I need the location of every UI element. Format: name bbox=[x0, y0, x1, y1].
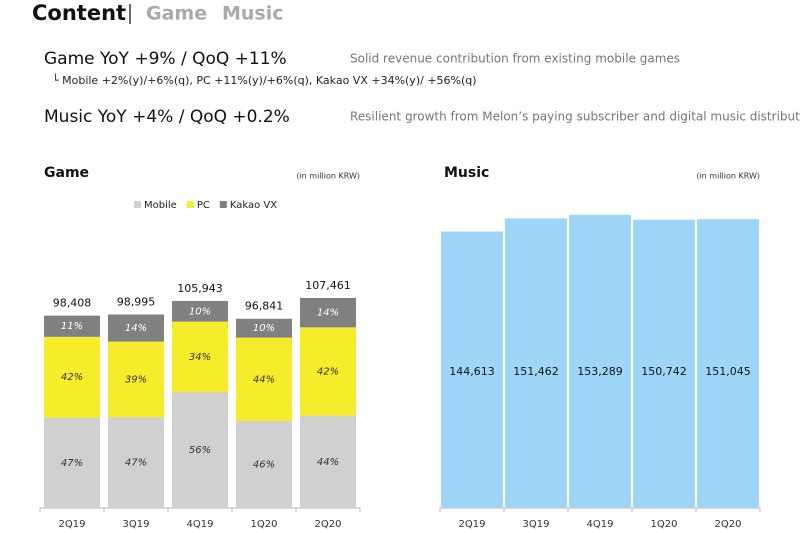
bar-segment bbox=[108, 341, 164, 418]
value-label: 151,462 bbox=[513, 365, 559, 378]
segment-label: 14% bbox=[317, 308, 339, 319]
bar-segment bbox=[300, 327, 356, 416]
value-label: 144,613 bbox=[449, 365, 495, 378]
bar-segment bbox=[108, 417, 164, 508]
description: Solid revenue contribution from existing… bbox=[350, 52, 680, 66]
bar-segment bbox=[300, 297, 356, 328]
tab-content: Content bbox=[32, 1, 126, 25]
x-tick-label: 3Q19 bbox=[123, 519, 150, 530]
value-label: 151,045 bbox=[705, 365, 751, 378]
segment-label: 46% bbox=[253, 459, 275, 470]
total-label: 98,995 bbox=[117, 296, 156, 309]
x-tick-label: 1Q20 bbox=[651, 519, 678, 530]
total-label: 105,943 bbox=[177, 282, 223, 295]
x-tick-label: 2Q20 bbox=[715, 519, 742, 530]
x-tick-label: 3Q19 bbox=[523, 519, 550, 530]
segment-label: 10% bbox=[253, 323, 275, 334]
bar-segment bbox=[172, 321, 228, 393]
bar-segment bbox=[236, 318, 292, 338]
headline: Music YoY +4% / QoQ +0.2% bbox=[44, 107, 290, 127]
bar bbox=[441, 231, 503, 508]
segment-label: 39% bbox=[125, 374, 147, 385]
segment-label: 56% bbox=[189, 445, 211, 456]
headline: Game YoY +9% / QoQ +11% bbox=[44, 49, 287, 69]
value-label: 150,742 bbox=[641, 365, 687, 378]
unit-label: (in million KRW) bbox=[696, 172, 760, 181]
legend-swatch bbox=[186, 201, 194, 208]
segment-label: 14% bbox=[125, 323, 147, 334]
legend-label: Mobile bbox=[144, 200, 177, 211]
bar-segment bbox=[108, 314, 164, 342]
bar-segment bbox=[300, 415, 356, 508]
total-label: 98,408 bbox=[53, 297, 92, 310]
x-tick-label: 2Q19 bbox=[59, 519, 86, 530]
unit-label: (in million KRW) bbox=[296, 172, 360, 181]
bar bbox=[569, 214, 631, 509]
total-label: 107,461 bbox=[305, 279, 351, 292]
total-label: 96,841 bbox=[245, 300, 284, 313]
segment-label: 44% bbox=[253, 374, 275, 385]
legend-swatch bbox=[219, 201, 227, 208]
bar-segment bbox=[172, 392, 228, 508]
bar bbox=[697, 219, 759, 508]
x-tick-label: 4Q19 bbox=[587, 519, 614, 530]
segment-label: 47% bbox=[125, 458, 147, 469]
chart-title: Music bbox=[444, 165, 489, 181]
x-tick-label: 2Q19 bbox=[459, 519, 486, 530]
segment-label: 10% bbox=[189, 306, 211, 317]
bar bbox=[505, 218, 567, 508]
tab-game: Game bbox=[146, 3, 207, 25]
segment-label: 34% bbox=[189, 352, 211, 363]
segment-label: 47% bbox=[61, 458, 83, 469]
value-label: 153,289 bbox=[577, 365, 623, 378]
segment-label: 42% bbox=[61, 372, 83, 383]
segment-label: 11% bbox=[61, 321, 83, 332]
bar bbox=[633, 219, 695, 508]
detail: └ Mobile +2%(y)/+6%(q), PC +11%(y)/+6%(q… bbox=[52, 73, 477, 87]
bar-segment bbox=[172, 300, 228, 322]
legend-label: Kakao VX bbox=[230, 200, 277, 211]
bar-segment bbox=[44, 315, 100, 337]
segment-label: 44% bbox=[317, 457, 339, 468]
legend-swatch bbox=[134, 201, 141, 208]
x-tick-label: 2Q20 bbox=[315, 519, 342, 530]
x-tick-label: 1Q20 bbox=[251, 519, 278, 530]
legend-label: PC bbox=[197, 200, 210, 211]
chart-title: Game bbox=[44, 165, 89, 181]
bar-segment bbox=[44, 417, 100, 508]
x-tick-label: 4Q19 bbox=[187, 519, 214, 530]
tab-music: Music bbox=[222, 3, 284, 25]
segment-label: 42% bbox=[317, 366, 339, 377]
bar-segment bbox=[236, 337, 292, 421]
description: Resilient growth from Melon’s paying sub… bbox=[350, 110, 800, 124]
bar-segment bbox=[44, 336, 100, 418]
bar-segment bbox=[236, 420, 292, 508]
